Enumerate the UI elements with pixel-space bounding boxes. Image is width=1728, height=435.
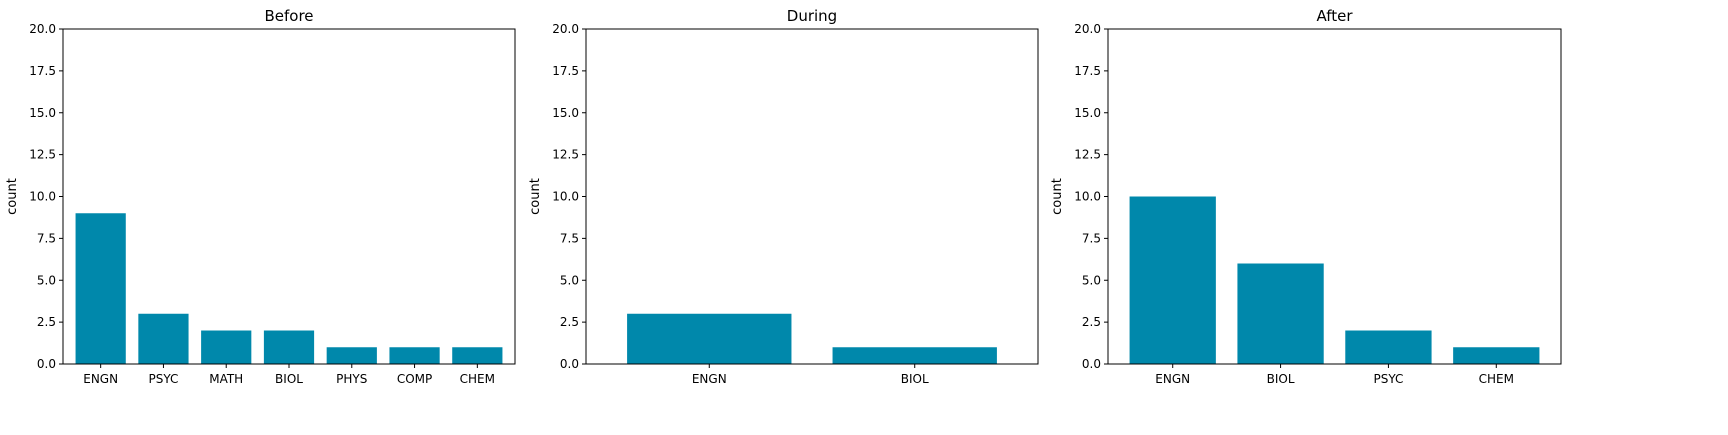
- bar-biol: [263, 330, 315, 364]
- y-tick-label: 0.0: [1082, 357, 1101, 371]
- y-tick-label: 2.5: [37, 315, 56, 329]
- x-tick-label-phys: PHYS: [336, 372, 367, 386]
- y-tick-label: 7.5: [37, 231, 56, 245]
- y-tick-label: 5.0: [560, 273, 579, 287]
- bar-psyc: [138, 313, 189, 364]
- x-tick-label-psyc: PSYC: [1373, 372, 1403, 386]
- x-tick-label-psyc: PSYC: [148, 372, 178, 386]
- x-tick-label-biol: BIOL: [275, 372, 303, 386]
- y-tick-label: 7.5: [560, 231, 579, 245]
- y-tick-label: 17.5: [1074, 64, 1101, 78]
- y-tick-label: 15.0: [29, 106, 56, 120]
- bar-engn: [75, 213, 126, 364]
- y-tick-label: 0.0: [560, 357, 579, 371]
- axes-frame: [62, 28, 516, 365]
- y-tick-label: 10.0: [552, 190, 579, 204]
- chart-panel-during: 0.0 2.5 5.0 7.5 10.0 12.5 15.0 17.5 20.0 ENGN BIOL…: [528, 7, 1039, 386]
- chart-title: After: [1316, 7, 1353, 25]
- x-tick-label-chem: CHEM: [460, 372, 495, 386]
- x-tick-label-comp: COMP: [397, 372, 432, 386]
- bar-phys: [326, 347, 377, 364]
- y-axis-label: count: [5, 178, 20, 215]
- y-tick-label: 15.0: [1074, 106, 1101, 120]
- bar-engn: [627, 313, 792, 364]
- y-tick-label: 2.5: [1082, 315, 1101, 329]
- bar-comp: [389, 347, 440, 364]
- x-tick-label-biol: BIOL: [901, 372, 929, 386]
- bar-psyc: [1345, 330, 1432, 364]
- y-tick-label: 15.0: [552, 106, 579, 120]
- chart-title: During: [787, 7, 837, 25]
- chart-panel-before: 0.0 2.5 5.0 7.5 10.0 12.5 15.0 17.5 20.0 ENGN PSYC…: [5, 7, 516, 386]
- x-tick-label-engn: ENGN: [83, 372, 118, 386]
- y-tick-label: 5.0: [1082, 273, 1101, 287]
- chart-panel-after: 0.0 2.5 5.0 7.5 10.0 12.5 15.0 17.5 20.0 ENGN BIOL…: [1050, 7, 1562, 386]
- y-axis-label: count: [528, 178, 543, 215]
- y-tick-label: 5.0: [37, 273, 56, 287]
- bar-chem: [1453, 347, 1540, 364]
- bar-engn: [1129, 196, 1216, 364]
- bar-biol: [1237, 263, 1324, 364]
- y-tick-label: 17.5: [29, 64, 56, 78]
- y-tick-label: 20.0: [552, 22, 579, 36]
- x-tick-label-math: MATH: [209, 372, 243, 386]
- y-tick-label: 2.5: [560, 315, 579, 329]
- y-tick-label: 0.0: [37, 357, 56, 371]
- y-tick-label: 17.5: [552, 64, 579, 78]
- y-tick-label: 10.0: [1074, 190, 1101, 204]
- y-tick-label: 12.5: [29, 148, 56, 162]
- x-tick-label-biol: BIOL: [1267, 372, 1295, 386]
- x-tick-label-engn: ENGN: [692, 372, 727, 386]
- y-axis-label: count: [1050, 178, 1065, 215]
- y-tick-label: 7.5: [1082, 231, 1101, 245]
- bar-biol: [832, 347, 997, 364]
- bar-chem: [452, 347, 503, 364]
- x-tick-label-engn: ENGN: [1155, 372, 1190, 386]
- y-tick-label: 20.0: [29, 22, 56, 36]
- y-tick-label: 12.5: [552, 148, 579, 162]
- chart-title: Before: [264, 7, 313, 25]
- y-tick-label: 12.5: [1074, 148, 1101, 162]
- bar-math: [201, 330, 252, 364]
- y-tick-label: 20.0: [1074, 22, 1101, 36]
- y-tick-label: 10.0: [29, 190, 56, 204]
- x-tick-label-chem: CHEM: [1479, 372, 1514, 386]
